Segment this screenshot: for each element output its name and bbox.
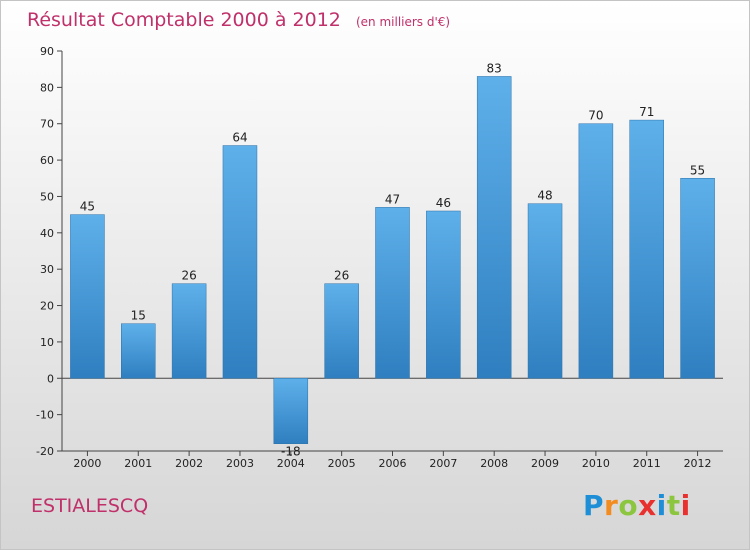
x-tick-label: 2000	[73, 457, 101, 470]
bar-2007	[426, 210, 461, 379]
value-label-2006: 47	[385, 192, 400, 206]
unit-label: (en milliers d'€)	[355, 15, 451, 29]
value-label-2004: -18	[281, 445, 301, 459]
value-label-2009: 48	[537, 189, 552, 203]
y-tick-label: 40	[40, 227, 54, 240]
bar-2012	[680, 178, 715, 379]
value-label-2010: 70	[588, 109, 603, 123]
value-label-2001: 15	[131, 309, 146, 323]
y-tick-label: 90	[40, 45, 54, 58]
x-tick-label: 2003	[226, 457, 254, 470]
x-tick-label: 2005	[328, 457, 356, 470]
value-label-2007: 46	[436, 196, 451, 210]
bars	[70, 76, 715, 444]
logo-letter: t	[666, 489, 681, 522]
title-text: Résultat Comptable 2000 à 2012	[27, 9, 341, 31]
value-label-2000: 45	[80, 200, 95, 214]
x-tick-label: 2007	[429, 457, 457, 470]
logo-letter: x	[638, 489, 657, 522]
value-label-2005: 26	[334, 269, 349, 283]
value-label-2002: 26	[181, 269, 196, 283]
proxiti-logo: Proxiti	[583, 489, 691, 522]
chart-title: Résultat Comptable 2000 à 2012 (en milli…	[27, 9, 450, 31]
bar-2003	[222, 145, 258, 379]
commune-name: ESTIALESCQ	[31, 495, 149, 517]
y-tick-label: 70	[40, 118, 54, 131]
value-labels: 45 15 26 64 -18 26 47 46 83 48 70 71 55	[80, 61, 705, 458]
y-tick-label: -10	[36, 409, 54, 422]
x-tick-label: 2004	[277, 457, 305, 470]
bar-2001	[121, 323, 156, 379]
x-tick-label: 2001	[124, 457, 152, 470]
logo-letter: o	[618, 489, 639, 522]
value-label-2011: 71	[639, 105, 654, 119]
x-tick-label: 2009	[531, 457, 559, 470]
y-tick-label: -20	[36, 445, 54, 458]
logo-letter: i	[680, 489, 691, 522]
y-tick-label: 0	[47, 372, 54, 385]
y-tick-label: 60	[40, 154, 54, 167]
logo-letter: P	[583, 489, 605, 522]
value-label-2008: 83	[487, 61, 502, 75]
y-tick-label: 20	[40, 300, 54, 313]
x-tick-label: 2012	[684, 457, 712, 470]
bar-2011	[629, 119, 664, 379]
bar-2005	[324, 283, 359, 379]
y-tick-label: 10	[40, 336, 54, 349]
value-label-2012: 55	[690, 163, 705, 177]
y-tick-label: 30	[40, 263, 54, 276]
x-tick-label: 2008	[480, 457, 508, 470]
x-tick-label: 2006	[379, 457, 407, 470]
y-tick-label: 50	[40, 190, 54, 203]
bar-2009	[527, 203, 563, 379]
bar-2008	[476, 76, 512, 379]
bar-2002	[171, 283, 207, 379]
logo-letter: r	[604, 489, 619, 522]
bar-2006	[375, 207, 410, 379]
bar-2004	[273, 378, 309, 444]
value-label-2003: 64	[232, 131, 247, 145]
x-tick-label: 2011	[633, 457, 661, 470]
logo-letter: i	[656, 489, 667, 522]
x-tick-label: 2010	[582, 457, 610, 470]
x-tick-label: 2002	[175, 457, 203, 470]
bar-2000	[70, 214, 105, 379]
y-tick-label: 80	[40, 81, 54, 94]
bar-2010	[578, 123, 614, 379]
